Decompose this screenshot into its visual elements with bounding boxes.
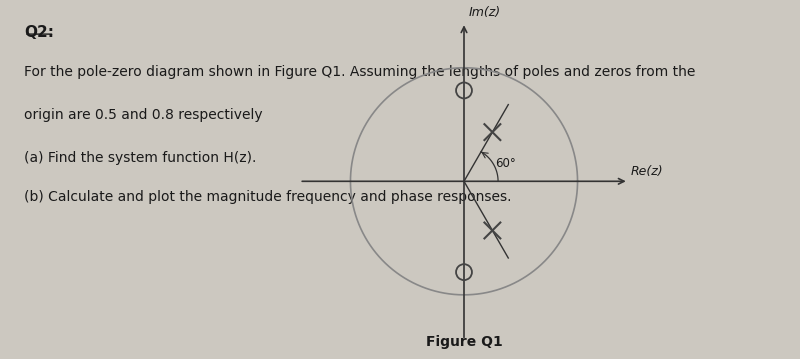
Text: Figure Q1: Figure Q1 (426, 335, 502, 349)
Text: Re(z): Re(z) (631, 165, 663, 178)
Text: (a) Find the system function H(z).: (a) Find the system function H(z). (24, 151, 256, 165)
Text: 60°: 60° (494, 157, 515, 170)
Text: (b) Calculate and plot the magnitude frequency and phase responses.: (b) Calculate and plot the magnitude fre… (24, 190, 511, 204)
Text: Im(z): Im(z) (469, 6, 501, 19)
Text: origin are 0.5 and 0.8 respectively: origin are 0.5 and 0.8 respectively (24, 108, 262, 122)
Text: For the pole-zero diagram shown in Figure Q1. Assuming the lengths of poles and : For the pole-zero diagram shown in Figur… (24, 65, 695, 79)
Text: Q2:: Q2: (24, 25, 54, 40)
